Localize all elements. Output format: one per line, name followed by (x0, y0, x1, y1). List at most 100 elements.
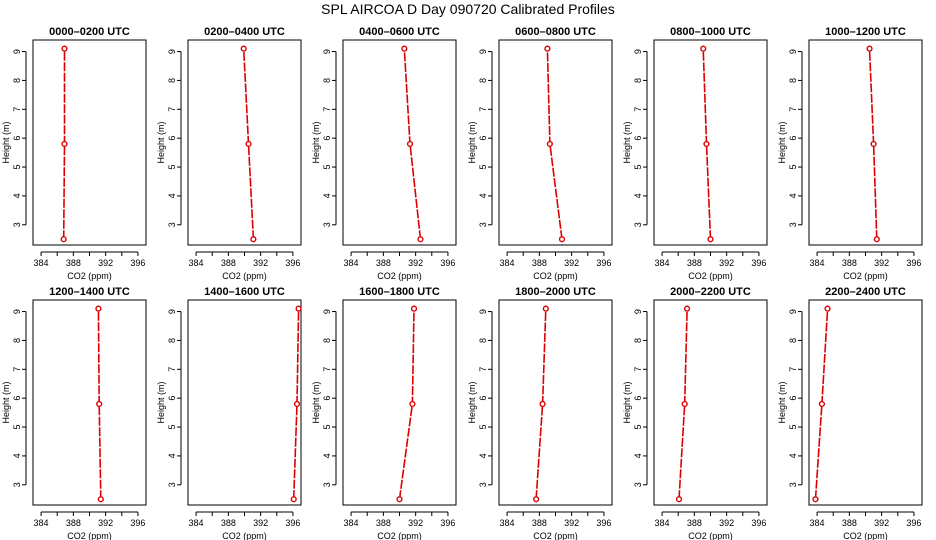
x-tick-label: 396 (596, 258, 611, 268)
x-axis-label: CO2 (ppm) (688, 531, 733, 540)
y-tick-label: 4 (633, 453, 643, 458)
x-tick-label: 396 (285, 258, 300, 268)
data-point (401, 45, 408, 52)
data-point (870, 140, 877, 148)
plot-frame (342, 299, 457, 506)
y-tick-label: 9 (633, 49, 643, 54)
y-tick-label: 3 (788, 222, 798, 227)
y-axis-label: Height (m) (622, 381, 632, 423)
y-tick-label: 3 (322, 482, 332, 487)
profile-panel: 2000–2200 UTC CO2 (ppm) Height (m) 384 388 39… (622, 286, 768, 540)
x-tick-label: 384 (500, 518, 515, 528)
y-tick-label: 6 (788, 136, 798, 141)
plot-frame (653, 39, 768, 246)
y-tick-label: 6 (788, 396, 798, 401)
y-tick-label: 3 (478, 482, 488, 487)
data-point (681, 400, 688, 408)
y-tick-label: 9 (478, 309, 488, 314)
figure-title: SPL AIRCOA D Day 090720 Calibrated Profi… (321, 1, 615, 17)
y-tick-label: 7 (322, 107, 332, 112)
x-axis-label: CO2 (ppm) (533, 271, 578, 281)
y-tick-label: 3 (788, 482, 798, 487)
plot-frame (808, 299, 923, 506)
y-tick-label: 7 (478, 367, 488, 372)
y-tick-label: 3 (322, 222, 332, 227)
x-tick-label: 388 (532, 518, 547, 528)
x-tick-label: 396 (751, 258, 766, 268)
y-tick-label: 7 (12, 107, 22, 112)
data-point (409, 400, 416, 408)
y-tick-label: 4 (322, 193, 332, 198)
y-tick-label: 8 (478, 78, 488, 83)
x-tick-label: 384 (810, 518, 825, 528)
x-tick-label: 384 (34, 518, 49, 528)
y-tick-label: 9 (167, 309, 177, 314)
x-tick-label: 392 (874, 518, 889, 528)
x-tick-label: 384 (810, 258, 825, 268)
y-tick-label: 4 (788, 453, 798, 458)
panel-title: 0000–0200 UTC (49, 26, 130, 38)
y-tick-label: 9 (633, 309, 643, 314)
y-tick-label: 7 (12, 367, 22, 372)
y-axis-label: Height (m) (311, 121, 321, 163)
x-tick-label: 384 (189, 258, 204, 268)
x-tick-label: 392 (874, 258, 889, 268)
y-tick-label: 5 (322, 425, 332, 430)
y-tick-label: 5 (167, 425, 177, 430)
data-point (97, 496, 104, 503)
data-point (818, 400, 826, 408)
x-tick-label: 396 (596, 518, 611, 528)
x-tick-label: 384 (655, 518, 670, 528)
y-axis-label: Height (m) (467, 381, 477, 423)
y-tick-label: 3 (12, 482, 22, 487)
y-tick-label: 7 (478, 107, 488, 112)
x-axis-label: CO2 (ppm) (377, 271, 422, 281)
data-point (61, 45, 68, 52)
x-tick-label: 392 (564, 258, 579, 268)
x-tick-label: 392 (719, 518, 734, 528)
panel-title: 2000–2200 UTC (670, 286, 751, 298)
y-tick-label: 8 (322, 78, 332, 83)
x-tick-label: 388 (687, 518, 702, 528)
y-axis-label: Height (m) (156, 381, 166, 423)
data-point (245, 140, 252, 148)
panel-title: 1000–1200 UTC (825, 26, 906, 38)
y-tick-label: 9 (322, 309, 332, 314)
y-tick-label: 6 (167, 396, 177, 401)
x-tick-label: 388 (842, 518, 857, 528)
y-tick-label: 4 (478, 453, 488, 458)
y-tick-label: 5 (788, 165, 798, 170)
data-point (558, 236, 566, 243)
x-tick-label: 396 (440, 518, 455, 528)
y-axis-label: Height (m) (1, 381, 11, 423)
y-tick-label: 8 (788, 338, 798, 343)
y-tick-label: 5 (633, 425, 643, 430)
y-tick-label: 4 (322, 453, 332, 458)
y-tick-label: 9 (12, 309, 22, 314)
x-tick-label: 388 (376, 518, 391, 528)
data-point (240, 45, 247, 52)
y-tick-label: 5 (788, 425, 798, 430)
y-tick-label: 6 (478, 396, 488, 401)
y-tick-label: 6 (322, 136, 332, 141)
y-axis-label: Height (m) (311, 381, 321, 423)
y-tick-label: 5 (322, 165, 332, 170)
x-tick-label: 392 (253, 518, 268, 528)
plot-frame (342, 39, 457, 246)
y-tick-label: 9 (12, 49, 22, 54)
data-point (96, 400, 103, 408)
y-tick-label: 7 (788, 107, 798, 112)
panel-title: 1800–2000 UTC (515, 286, 596, 298)
y-tick-label: 5 (12, 425, 22, 430)
x-tick-label: 384 (344, 258, 359, 268)
x-tick-label: 388 (221, 258, 236, 268)
y-tick-label: 3 (12, 222, 22, 227)
x-axis-label: CO2 (ppm) (688, 271, 733, 281)
data-point (295, 305, 302, 312)
y-tick-label: 4 (788, 193, 798, 198)
